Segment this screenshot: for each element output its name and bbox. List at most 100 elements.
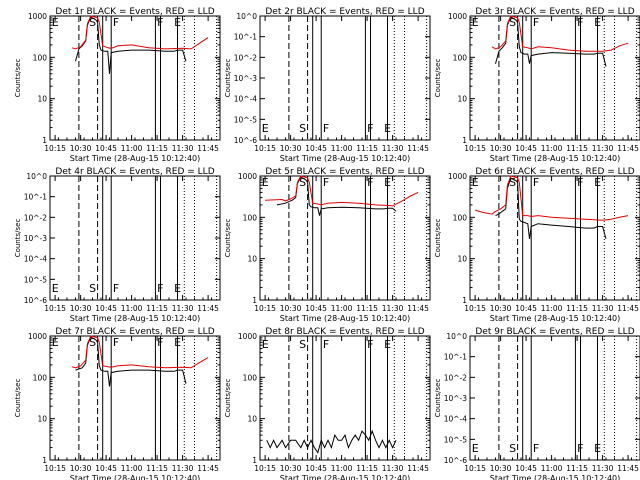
series-lld	[474, 175, 629, 221]
panel-det8: Det 8r BLACK = Events, RED = LLD 1 10 100 10…	[224, 327, 431, 480]
marker-letter-f: F	[367, 176, 373, 189]
x-tick-label: 11:15	[146, 464, 168, 473]
y-axis-label: Counts/sec	[14, 219, 22, 258]
y-tick-label: 10^-6	[234, 136, 258, 145]
y-axis-label: Counts/sec	[224, 379, 232, 418]
x-tick-label: 11:45	[197, 144, 219, 153]
y-tick-label: 100	[33, 53, 48, 62]
y-tick-label: 10^-1	[444, 353, 468, 362]
x-tick-label: 11:45	[407, 144, 429, 153]
marker-letter-e: E	[384, 122, 391, 135]
x-tick-label: 10:15	[44, 144, 66, 153]
y-tick-label: 1	[462, 136, 467, 145]
x-tick-label: 10:45	[515, 144, 537, 153]
marker-letter-e: E	[594, 16, 601, 29]
x-tick-label: 10:15	[254, 144, 276, 153]
x-tick-label: 11:45	[617, 464, 639, 473]
y-tick-label: 10^-3	[234, 74, 258, 83]
marker-letter-f: F	[113, 282, 119, 295]
series-lld	[491, 15, 629, 52]
marker-letter-f: F	[533, 442, 539, 455]
panel-title: Det 9r BLACK = Events, RED = LLD	[475, 327, 634, 337]
y-tick-label: 10^-2	[24, 213, 48, 222]
y-axis-label: Counts/sec	[434, 59, 442, 98]
x-tick-label: 11:45	[407, 304, 429, 313]
x-tick-label: 10:45	[95, 144, 117, 153]
x-tick-label: 11:00	[121, 304, 143, 313]
y-tick-label: 1000	[448, 172, 467, 181]
x-tick-label: 11:45	[617, 144, 639, 153]
panel-det5: Det 5r BLACK = Events, RED = LLD 1 10 100 10…	[224, 167, 431, 323]
marker-letter-f: F	[157, 336, 163, 349]
x-tick-label: 11:15	[146, 144, 168, 153]
marker-letter-f: F	[323, 338, 329, 351]
marker-letter-f: F	[577, 176, 583, 189]
marker-letter-e: E	[472, 442, 479, 455]
marker-letter-f: F	[577, 442, 583, 455]
y-tick-label: 1	[42, 136, 47, 145]
marker-letter-f: F	[323, 122, 329, 135]
marker-letter-f: F	[113, 16, 119, 29]
x-axis-label: Start Time (28-Aug-15 10:12:40)	[490, 314, 621, 323]
marker-letter-e: E	[472, 176, 479, 189]
x-tick-label: 10:15	[254, 464, 276, 473]
marker-letter-e: E	[174, 282, 181, 295]
y-tick-label: 10^-5	[234, 115, 258, 124]
x-tick-label: 11:15	[356, 464, 378, 473]
y-tick-label: 1000	[238, 172, 257, 181]
y-tick-label: 1	[42, 456, 47, 465]
marker-letter-s: S	[89, 336, 96, 349]
y-tick-label: 1000	[238, 332, 257, 341]
x-tick-label: 11:15	[566, 304, 588, 313]
x-tick-label: 11:30	[382, 144, 404, 153]
x-tick-label: 10:30	[280, 304, 302, 313]
y-tick-label: 10^-5	[444, 435, 468, 444]
panel-det4: Det 4r BLACK = Events, RED = LLD 10^0 10^-…	[14, 167, 221, 323]
x-tick-label: 10:45	[95, 464, 117, 473]
x-tick-label: 11:30	[592, 304, 614, 313]
y-axis-label: Counts/sec	[434, 379, 442, 418]
x-tick-label: 10:30	[280, 144, 302, 153]
x-tick-label: 10:15	[464, 464, 486, 473]
marker-letter-s: S	[509, 442, 516, 455]
panel-title: Det 5r BLACK = Events, RED = LLD	[265, 167, 424, 177]
x-tick-label: 10:30	[490, 304, 512, 313]
y-axis-label: Counts/sec	[224, 219, 232, 258]
x-axis-label: Start Time (28-Aug-15 10:12:40)	[280, 154, 411, 163]
marker-letter-e: E	[262, 122, 269, 135]
x-tick-label: 10:45	[515, 304, 537, 313]
panel-title: Det 7r BLACK = Events, RED = LLD	[55, 327, 214, 337]
marker-letter-e: E	[384, 338, 391, 351]
marker-letter-f: F	[157, 16, 163, 29]
y-tick-label: 10	[457, 95, 467, 104]
x-tick-label: 10:30	[490, 464, 512, 473]
y-tick-label: 100	[453, 213, 468, 222]
marker-letter-e: E	[52, 336, 59, 349]
marker-letter-e: E	[594, 176, 601, 189]
marker-letter-s: S	[509, 16, 516, 29]
y-axis-label: Counts/sec	[14, 59, 22, 98]
x-tick-label: 11:30	[172, 464, 194, 473]
x-tick-label: 11:00	[541, 144, 563, 153]
x-tick-label: 10:45	[305, 304, 327, 313]
panel-det6: Det 6r BLACK = Events, RED = LLD 1 10 100 10…	[434, 167, 640, 323]
x-tick-label: 11:00	[331, 304, 353, 313]
panel-det2: Det 2r BLACK = Events, RED = LLD 10^0 10^-…	[224, 7, 431, 163]
y-tick-label: 10^-2	[234, 53, 258, 62]
marker-letter-e: E	[262, 176, 269, 189]
y-tick-label: 10^0	[446, 332, 467, 341]
y-tick-label: 10^-3	[444, 394, 468, 403]
series-events	[266, 429, 397, 454]
y-tick-label: 10^-4	[234, 95, 258, 104]
x-tick-label: 11:00	[541, 464, 563, 473]
x-axis-label: Start Time (28-Aug-15 10:12:40)	[70, 154, 201, 163]
marker-letter-f: F	[533, 16, 539, 29]
x-tick-label: 10:45	[305, 464, 327, 473]
y-tick-label: 10	[457, 255, 467, 264]
x-tick-label: 11:15	[566, 464, 588, 473]
panel-title: Det 6r BLACK = Events, RED = LLD	[475, 167, 634, 177]
y-tick-label: 10^-1	[234, 33, 258, 42]
x-tick-label: 11:15	[566, 144, 588, 153]
y-tick-label: 10^-6	[24, 296, 48, 305]
